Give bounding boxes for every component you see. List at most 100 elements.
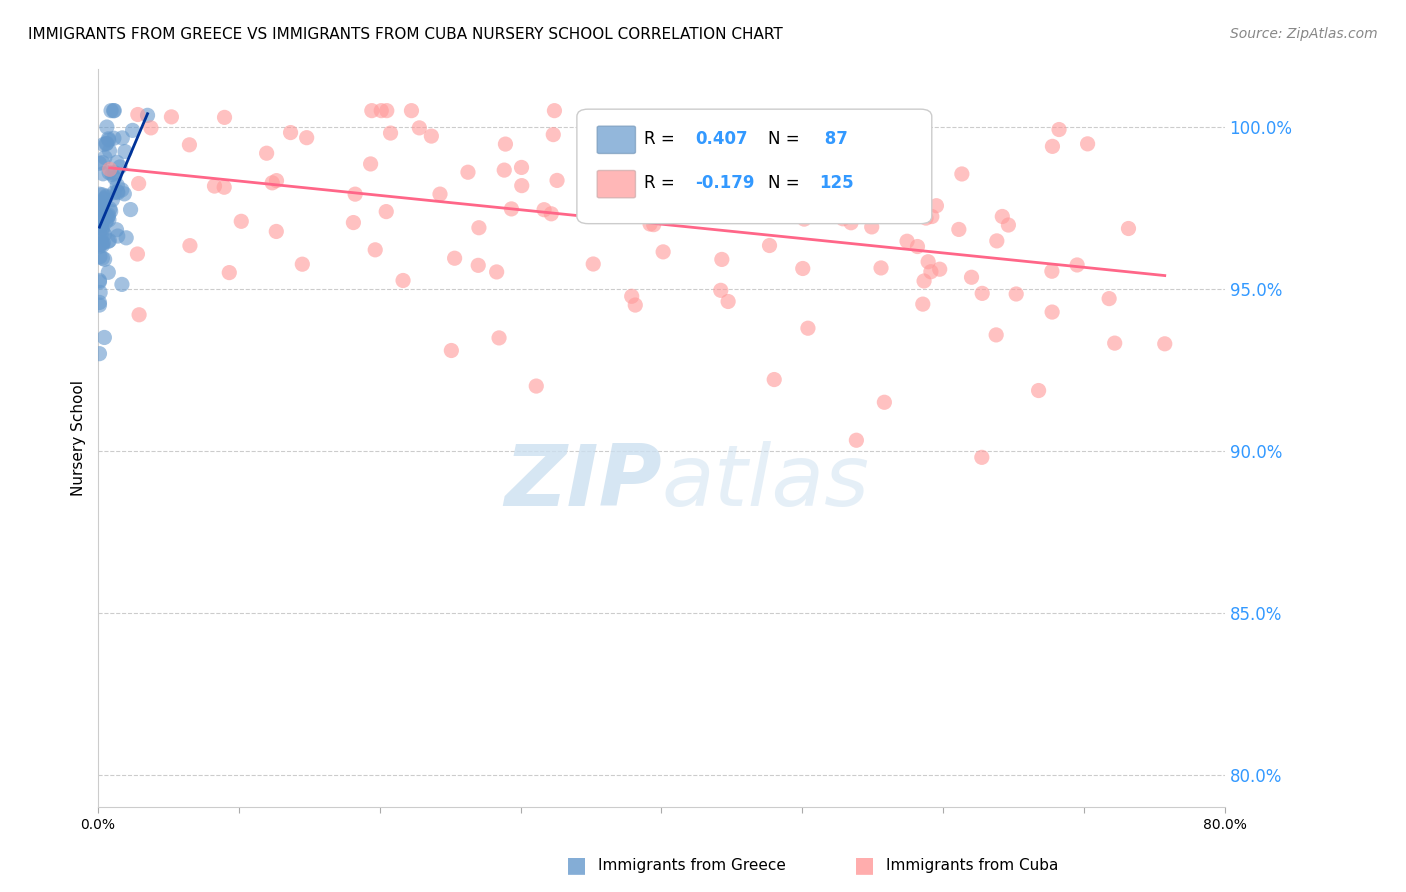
Point: [579, 152, 602, 166]
Point: [392, 273, 415, 287]
Point: [928, 262, 950, 277]
Text: 0.407: 0.407: [695, 129, 748, 148]
Point: [103, 186, 125, 200]
Point: [100, 103, 122, 118]
Point: [96, 212, 118, 227]
Point: [89, 187, 111, 202]
Point: [97, 132, 120, 146]
Point: [266, 224, 288, 238]
Point: [792, 261, 814, 276]
Point: [91, 235, 114, 250]
Y-axis label: Nursery School: Nursery School: [72, 380, 86, 496]
Point: [429, 187, 451, 202]
Point: [89, 273, 111, 287]
Point: [115, 231, 138, 245]
Point: [89, 156, 111, 170]
Point: [91, 201, 114, 215]
Point: [494, 137, 516, 152]
Point: [620, 289, 643, 303]
Point: [100, 204, 122, 219]
Point: [891, 134, 914, 148]
Point: [93, 192, 115, 206]
Point: [921, 210, 943, 224]
Point: [105, 178, 128, 193]
Point: [91, 221, 114, 235]
Point: [581, 164, 603, 178]
Text: ■: ■: [855, 855, 875, 875]
Point: [1042, 139, 1064, 153]
Point: [785, 180, 807, 194]
Point: [758, 238, 780, 252]
Text: 87: 87: [820, 129, 848, 148]
Point: [295, 130, 318, 145]
Point: [370, 103, 392, 118]
Text: N =: N =: [769, 129, 806, 148]
Point: [112, 186, 135, 201]
Text: ZIP: ZIP: [503, 441, 661, 524]
FancyBboxPatch shape: [576, 109, 932, 224]
Point: [831, 211, 853, 226]
Text: Immigrants from Cuba: Immigrants from Cuba: [886, 858, 1059, 872]
Point: [710, 283, 733, 297]
Point: [443, 251, 465, 265]
Point: [89, 208, 111, 222]
Point: [614, 208, 637, 222]
Point: [218, 266, 240, 280]
Point: [89, 239, 111, 253]
Point: [91, 235, 114, 250]
Point: [128, 177, 150, 191]
Point: [280, 126, 302, 140]
Point: [160, 110, 183, 124]
Point: [643, 218, 665, 232]
Point: [89, 225, 111, 239]
Point: [91, 167, 114, 181]
Point: [689, 145, 711, 160]
Point: [494, 163, 516, 178]
Point: [839, 216, 862, 230]
Point: [856, 205, 879, 219]
Point: [485, 265, 508, 279]
Point: [136, 108, 159, 122]
Point: [91, 225, 114, 239]
Point: [111, 277, 134, 292]
Point: [510, 161, 533, 175]
Point: [96, 136, 118, 151]
Point: [212, 180, 235, 194]
Point: [90, 210, 112, 224]
Point: [986, 234, 1008, 248]
Point: [127, 247, 149, 261]
Point: [91, 200, 114, 214]
Point: [652, 244, 675, 259]
Point: [104, 170, 127, 185]
Point: [468, 220, 491, 235]
FancyBboxPatch shape: [598, 126, 636, 153]
Point: [91, 238, 114, 252]
Point: [912, 274, 935, 288]
Text: atlas: atlas: [661, 441, 869, 524]
Point: [90, 219, 112, 233]
Point: [751, 183, 773, 197]
Point: [917, 254, 939, 268]
Point: [1066, 258, 1088, 272]
Point: [873, 395, 896, 409]
Point: [266, 173, 288, 187]
Point: [91, 155, 114, 169]
Point: [103, 131, 125, 145]
Point: [488, 331, 510, 345]
Point: [1040, 264, 1063, 278]
Text: -0.179: -0.179: [695, 174, 755, 192]
Point: [797, 321, 820, 335]
Point: [128, 308, 150, 322]
Point: [90, 218, 112, 232]
Point: [524, 379, 547, 393]
Point: [440, 343, 463, 358]
Point: [375, 103, 398, 118]
Point: [94, 215, 117, 229]
Point: [793, 212, 815, 227]
Point: [972, 286, 994, 301]
Point: [89, 285, 111, 300]
Point: [93, 137, 115, 152]
Point: [90, 195, 112, 210]
Point: [107, 229, 129, 244]
Text: ■: ■: [567, 855, 586, 875]
